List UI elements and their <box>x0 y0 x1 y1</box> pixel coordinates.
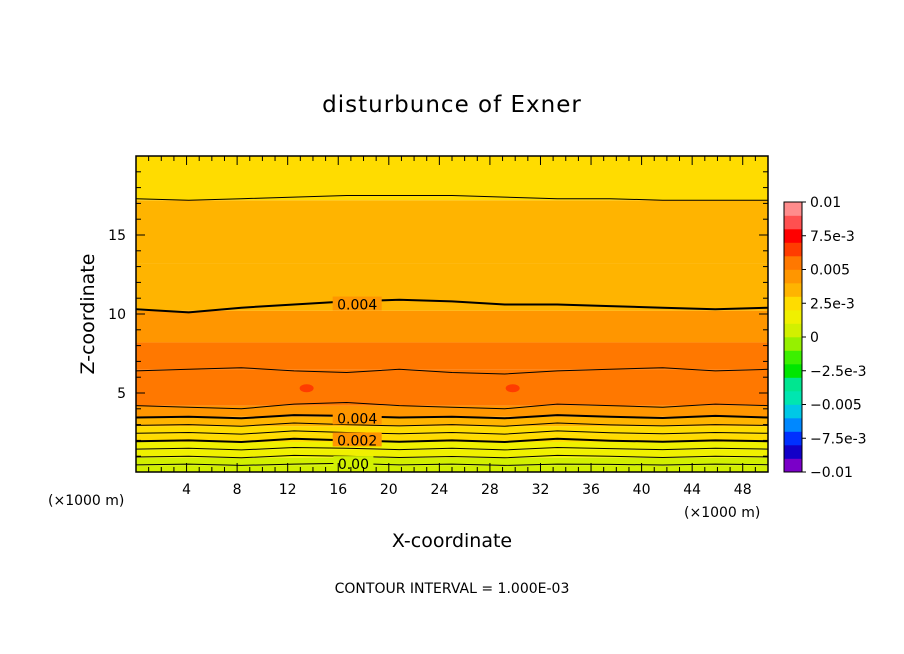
contour-line-1 <box>135 454 769 459</box>
y-ticks: 5 10 15 <box>108 171 768 457</box>
contour-label-bg-0 <box>332 296 382 311</box>
field-band-13 <box>136 156 768 201</box>
colorbar-segment-6 <box>784 377 802 392</box>
colorbar-label-4: 0 <box>810 330 819 346</box>
colorbar-segment-18 <box>784 215 802 230</box>
x-tick-label-48: 48 <box>734 482 752 498</box>
contour-line-8 <box>135 367 769 375</box>
x-tick-label-4: 4 <box>182 482 191 498</box>
contour-labels: 0.004 0.004 0.002 0.00 <box>332 296 382 473</box>
x-unit-right: (×1000 m) <box>684 505 760 521</box>
contour-lines <box>135 195 769 466</box>
y-tick-label-5: 5 <box>117 386 126 402</box>
y-tick-label-10: 10 <box>108 307 126 323</box>
colorbar-segment-17 <box>784 229 802 243</box>
x-tick-label-32: 32 <box>532 482 550 498</box>
colorbar-segment-14 <box>784 269 802 284</box>
contour-label-bg-3 <box>333 456 374 471</box>
contour-line-10 <box>135 195 768 201</box>
high-cell-0 <box>299 384 314 393</box>
field-band-6 <box>136 416 768 427</box>
x-tick-label-40: 40 <box>633 482 651 498</box>
colorbar-segment-5 <box>784 391 802 405</box>
field-band-5 <box>136 426 768 435</box>
chart-title: disturbunce of Exner <box>322 92 582 118</box>
field-band-11 <box>136 263 768 311</box>
field-band-9 <box>136 342 768 370</box>
colorbar-segment-4 <box>784 404 802 419</box>
contour-line-7 <box>135 401 769 410</box>
contour-line-0 <box>135 462 769 466</box>
x-tick-label-44: 44 <box>683 482 701 498</box>
contour-line-9 <box>135 298 769 314</box>
contour-label-2: 0.002 <box>337 433 377 449</box>
field-band-10 <box>136 310 768 343</box>
field-band-3 <box>136 441 768 450</box>
colorbar-segment-12 <box>784 296 802 311</box>
colorbar-segment-11 <box>784 310 802 324</box>
field-band-12 <box>136 200 768 264</box>
colorbar-segment-9 <box>784 337 802 351</box>
colorbar-label-2: 0.005 <box>810 263 850 279</box>
x-tick-label-36: 36 <box>582 482 600 498</box>
colorbar-label-6: −0.005 <box>810 398 862 414</box>
field-band-8 <box>136 369 768 406</box>
colorbar-segment-1 <box>784 445 802 459</box>
colorbar-segment-2 <box>784 431 802 446</box>
x-tick-label-8: 8 <box>233 482 242 498</box>
colorbar-segment-8 <box>784 350 802 365</box>
x-tick-label-12: 12 <box>279 482 297 498</box>
high-cell-1 <box>505 384 520 393</box>
colorbar-segment-0 <box>784 458 802 473</box>
contour-label-3: 0.00 <box>338 457 369 473</box>
field-band-4 <box>136 434 768 442</box>
contour-line-4 <box>135 430 769 435</box>
x-tick-label-28: 28 <box>481 482 499 498</box>
colorbar-label-3: 2.5e-3 <box>810 296 855 312</box>
x-ticks: 4 8 12 16 20 24 28 32 36 40 44 48 <box>148 156 756 498</box>
colorbar-label-0: 0.01 <box>810 195 841 211</box>
contour-label-0: 0.004 <box>337 298 377 314</box>
colorbar-segment-7 <box>784 364 802 378</box>
contour-line-2 <box>135 446 769 451</box>
x-axis-label: X-coordinate <box>392 530 512 552</box>
contour-line-6 <box>135 414 769 420</box>
colorbar-segment-16 <box>784 242 802 257</box>
colorbar-label-5: −2.5e-3 <box>810 364 867 380</box>
colorbar-label-8: −0.01 <box>810 465 853 481</box>
colorbar-segment-15 <box>784 256 802 270</box>
field-band-7 <box>136 405 768 417</box>
x-tick-label-24: 24 <box>430 482 448 498</box>
colorbar: 0.01 7.5e-3 0.005 2.5e-3 0 −2.5e-3 −0.005 −7.5e… <box>783 195 867 481</box>
high-cells <box>299 384 520 393</box>
contour-label-bg-2 <box>332 432 382 447</box>
colorbar-segment-10 <box>784 323 802 338</box>
colorbar-segment-19 <box>784 202 802 216</box>
colorbar-segment-3 <box>784 418 802 432</box>
contour-label-bg-1 <box>332 410 382 425</box>
x-unit-left: (×1000 m) <box>48 493 124 509</box>
contour-line-3 <box>135 437 769 444</box>
colorbar-segment-13 <box>784 283 802 297</box>
y-tick-label-15: 15 <box>108 228 126 244</box>
contour-line-5 <box>135 422 769 427</box>
x-tick-label-20: 20 <box>380 482 398 498</box>
colorbar-label-1: 7.5e-3 <box>810 229 855 245</box>
field-bands <box>136 156 768 472</box>
x-tick-label-16: 16 <box>329 482 347 498</box>
y-axis-label: Z-coordinate <box>77 254 99 375</box>
contour-label-1: 0.004 <box>337 411 377 427</box>
contour-interval-note: CONTOUR INTERVAL = 1.000E-03 <box>335 581 570 597</box>
field-band-1 <box>136 457 768 466</box>
field-band-2 <box>136 449 768 458</box>
colorbar-label-7: −7.5e-3 <box>810 431 867 447</box>
